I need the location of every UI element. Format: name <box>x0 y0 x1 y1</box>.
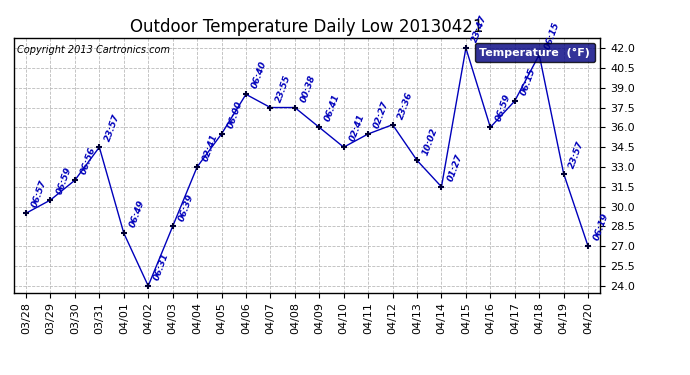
Text: 06:56: 06:56 <box>79 146 97 176</box>
Text: 02:41: 02:41 <box>201 133 219 163</box>
Text: 23:57: 23:57 <box>104 113 121 143</box>
Text: 06:19: 06:19 <box>592 212 611 242</box>
Text: 23:47: 23:47 <box>470 14 489 44</box>
Text: 06:41: 06:41 <box>324 93 342 123</box>
Text: 10:02: 10:02 <box>421 126 440 156</box>
Text: 06:00: 06:00 <box>226 100 244 130</box>
Title: Outdoor Temperature Daily Low 20130421: Outdoor Temperature Daily Low 20130421 <box>130 18 484 36</box>
Text: 23:36: 23:36 <box>397 90 415 120</box>
Text: 06:31: 06:31 <box>152 252 170 282</box>
Text: 06:49: 06:49 <box>128 199 146 229</box>
Text: 23:57: 23:57 <box>568 140 586 170</box>
Text: 06:40: 06:40 <box>250 60 268 90</box>
Text: 00:38: 00:38 <box>299 74 317 104</box>
Text: 01:27: 01:27 <box>446 153 464 183</box>
Text: 06:57: 06:57 <box>30 179 48 209</box>
Text: Copyright 2013 Cartronics.com: Copyright 2013 Cartronics.com <box>17 45 170 55</box>
Legend: Temperature  (°F): Temperature (°F) <box>475 43 595 62</box>
Text: 02:41: 02:41 <box>348 113 366 143</box>
Text: 06:15: 06:15 <box>543 21 562 51</box>
Text: 23:55: 23:55 <box>275 74 293 104</box>
Text: 06:39: 06:39 <box>177 192 195 222</box>
Text: 02:27: 02:27 <box>373 100 391 130</box>
Text: 06:59: 06:59 <box>495 93 513 123</box>
Text: 06:15: 06:15 <box>519 67 538 97</box>
Text: 06:59: 06:59 <box>55 166 73 196</box>
